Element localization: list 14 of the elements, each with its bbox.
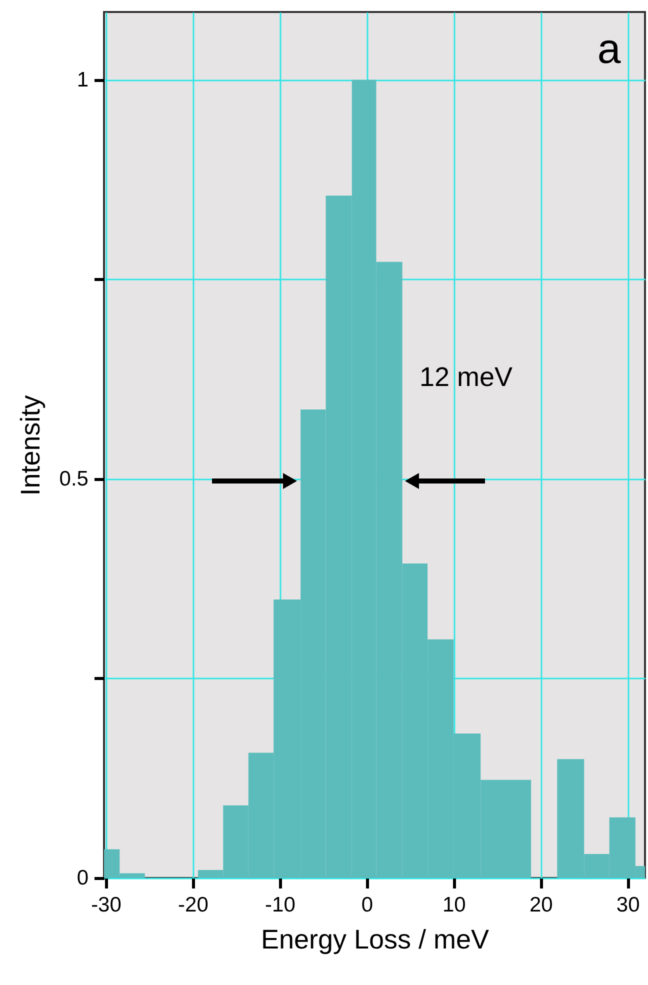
x-tick-label: -20: [178, 894, 208, 916]
y-tick-label: 0.5: [59, 467, 88, 490]
x-tick-label: 0: [361, 894, 374, 916]
x-tick-label: 20: [529, 894, 553, 916]
x-axis-title: Energy Loss / meV: [260, 924, 490, 954]
y-tick-label: 1: [76, 68, 88, 92]
annotation: 12 meV: [419, 362, 513, 392]
annotation: a: [597, 25, 622, 72]
y-axis-title: Intensity: [15, 394, 46, 496]
x-tick-label: -30: [91, 894, 122, 916]
x-tick-label: 30: [616, 894, 640, 916]
y-tick-label: 0: [76, 866, 88, 890]
x-tick-label: 10: [442, 894, 466, 916]
x-tick-label: -10: [265, 894, 296, 916]
